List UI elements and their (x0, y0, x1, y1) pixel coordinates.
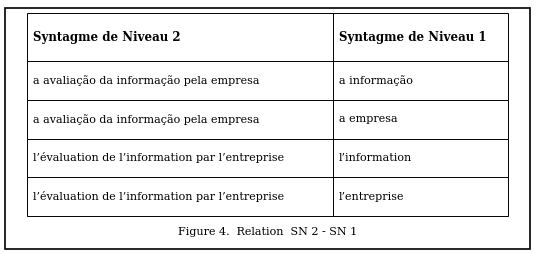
Text: a informação: a informação (339, 75, 413, 86)
Text: Syntagme de Niveau 1: Syntagme de Niveau 1 (339, 30, 486, 44)
Text: a avaliação da informação pela empresa: a avaliação da informação pela empresa (33, 75, 259, 86)
Text: l’entreprise: l’entreprise (339, 192, 404, 202)
Bar (27, 13, 508, 216)
Text: a avaliação da informação pela empresa: a avaliação da informação pela empresa (33, 114, 259, 125)
Text: Syntagme de Niveau 2: Syntagme de Niveau 2 (33, 30, 181, 44)
Text: Figure 4.  Relation  SN 2 - SN 1: Figure 4. Relation SN 2 - SN 1 (178, 227, 357, 237)
Text: l’évaluation de l’information par l’entreprise: l’évaluation de l’information par l’entr… (33, 191, 284, 202)
Text: l’évaluation de l’information par l’entreprise: l’évaluation de l’information par l’entr… (33, 152, 284, 164)
Text: a empresa: a empresa (339, 114, 398, 124)
Text: l’information: l’information (339, 153, 412, 163)
